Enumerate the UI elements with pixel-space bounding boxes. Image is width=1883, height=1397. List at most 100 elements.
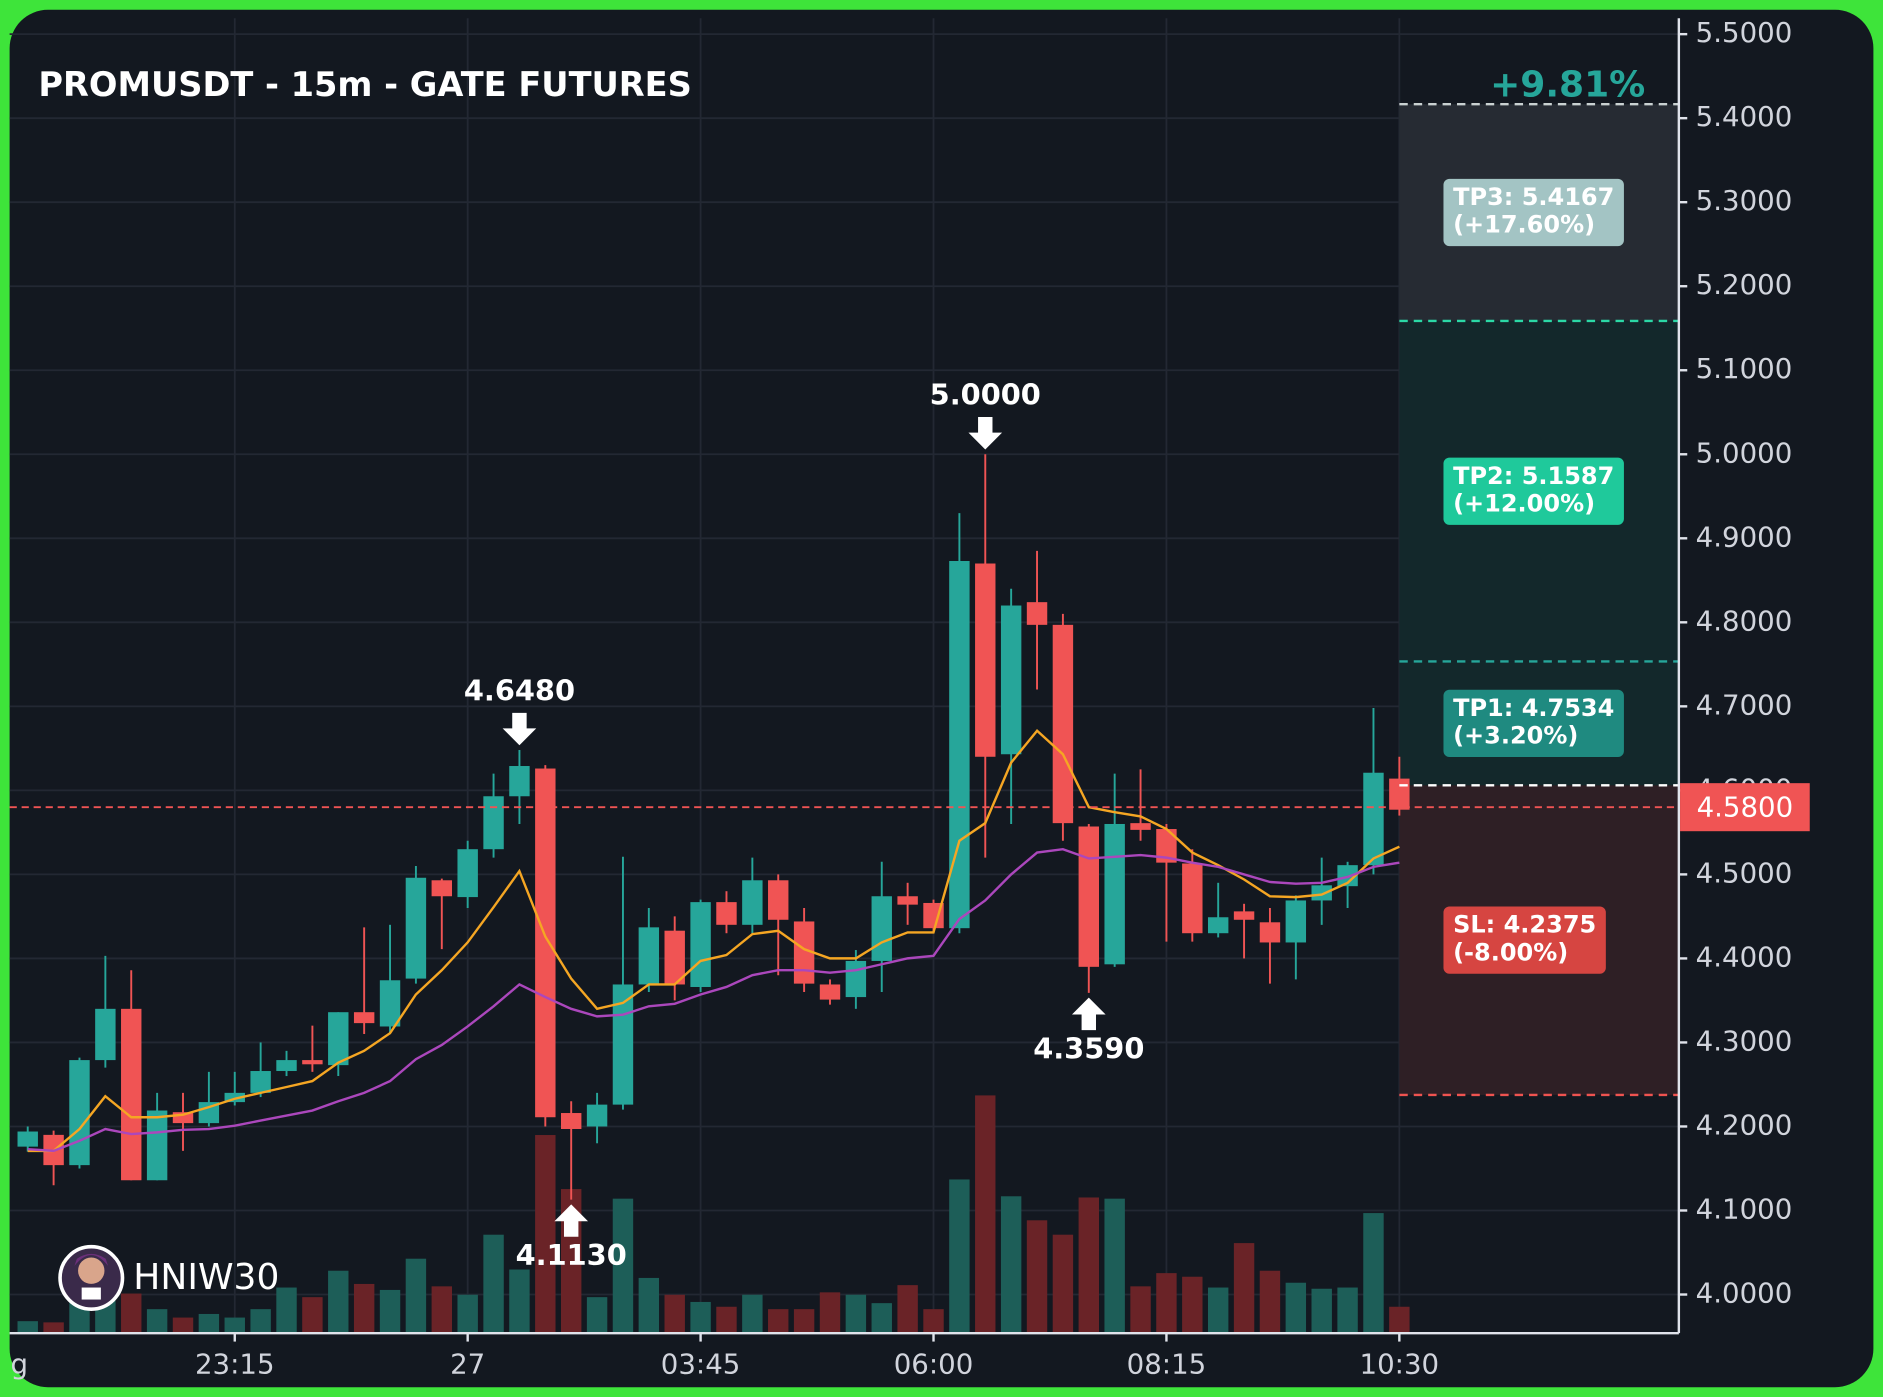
volume-bar xyxy=(146,1309,168,1334)
y-tick-label: 4.0000 xyxy=(1696,1277,1793,1310)
volume-bar xyxy=(302,1297,323,1334)
level-change: (+12.00%) xyxy=(1453,489,1595,517)
volume-bar xyxy=(1000,1196,1022,1334)
watermark: HNIW30 xyxy=(58,1244,279,1311)
volume-bar xyxy=(1052,1234,1074,1334)
candle-body xyxy=(1389,778,1410,810)
volume-bar xyxy=(871,1303,892,1334)
candle-body xyxy=(379,980,401,1027)
y-tick-label: 4.8000 xyxy=(1696,604,1793,637)
volume-bar xyxy=(1078,1197,1099,1334)
x-tick-label: 10:30 xyxy=(1360,1348,1440,1381)
annotation-arrow xyxy=(554,1204,589,1237)
volume-bar xyxy=(975,1095,996,1334)
level-label: SL: 4.2375 xyxy=(1453,911,1596,939)
candle-body xyxy=(172,1112,194,1124)
candle-body xyxy=(716,902,737,925)
candle-body xyxy=(1026,602,1048,625)
y-tick-label: 4.1000 xyxy=(1696,1192,1793,1225)
candle-body xyxy=(690,902,711,987)
volume-bar xyxy=(1207,1287,1229,1334)
volume-bar xyxy=(845,1294,867,1334)
candle-body xyxy=(897,896,918,905)
avatar-hair xyxy=(74,1253,109,1266)
candle-body xyxy=(1130,823,1151,830)
y-tick-label: 5.0000 xyxy=(1696,436,1793,469)
y-tick-label: 5.4000 xyxy=(1696,100,1793,133)
volume-bar xyxy=(793,1309,815,1334)
candle-body xyxy=(431,880,453,897)
volume-bar xyxy=(405,1258,427,1334)
level-box xyxy=(1443,689,1624,758)
annotation-arrow xyxy=(502,712,537,746)
volume-bar xyxy=(1156,1273,1177,1334)
volume-bar xyxy=(664,1294,685,1334)
y-tick-label: 4.4000 xyxy=(1696,940,1793,973)
volume-bar xyxy=(1285,1282,1307,1334)
x-tick-label: 27 xyxy=(450,1348,485,1381)
candle-body xyxy=(302,1060,323,1065)
candle-body xyxy=(535,768,556,1118)
x-tick-label: 08:15 xyxy=(1127,1348,1207,1381)
volume-bar xyxy=(949,1179,970,1334)
candle-body xyxy=(1182,863,1203,934)
chart-title: PROMUSDT - 15m - GATE FUTURES xyxy=(38,65,691,104)
volume-bar xyxy=(172,1317,194,1334)
overlay: TP3: 5.4167(+17.60%) TP2: 5.1587(+12.00%)… xyxy=(9,65,1679,1272)
candle-body xyxy=(95,1008,116,1061)
x-tick-label: g xyxy=(10,1348,28,1381)
volume-bar xyxy=(1311,1288,1332,1334)
level-change: (+3.20%) xyxy=(1453,722,1578,750)
candle-body xyxy=(560,1113,582,1129)
candle-body xyxy=(923,902,944,929)
candle-body xyxy=(845,960,867,998)
candle-body xyxy=(793,921,815,984)
volume-bar xyxy=(328,1270,349,1334)
level-label: TP1: 4.7534 xyxy=(1453,694,1614,722)
candle-body xyxy=(198,1102,220,1124)
volume-bar xyxy=(586,1297,608,1334)
candle-body xyxy=(121,1008,142,1181)
last-price-tag xyxy=(1680,783,1810,832)
watermark-text: HNIW30 xyxy=(133,1257,279,1298)
candle-body xyxy=(975,563,996,757)
candle-body xyxy=(949,560,970,929)
volume-bar xyxy=(198,1313,220,1334)
x-tick-label: 03:45 xyxy=(661,1348,741,1381)
x-tick-label: 23:15 xyxy=(195,1348,275,1381)
volume-bar xyxy=(1130,1286,1151,1334)
candle-body xyxy=(1363,772,1384,866)
candle-body xyxy=(1000,605,1022,755)
candle-body xyxy=(768,880,789,920)
y-tick-label: 5.3000 xyxy=(1696,184,1793,217)
level-change: (-8.00%) xyxy=(1453,938,1568,966)
y-tick-label: 4.7000 xyxy=(1696,688,1793,721)
candle-body xyxy=(224,1092,245,1103)
candle-body xyxy=(742,880,763,925)
annotation-label: 5.0000 xyxy=(930,378,1041,412)
y-tick-label: 4.2000 xyxy=(1696,1108,1793,1141)
level-change: (+17.60%) xyxy=(1453,211,1595,239)
volume-bar xyxy=(1259,1270,1281,1334)
annotation-label: 4.6480 xyxy=(464,673,575,707)
volume-bar xyxy=(431,1286,453,1334)
volume-bar xyxy=(690,1301,711,1334)
candle-body xyxy=(405,877,427,979)
volume-bar xyxy=(742,1294,763,1334)
candle-body xyxy=(146,1110,168,1181)
volume-bar xyxy=(1337,1287,1358,1334)
candle-body xyxy=(819,984,841,1000)
volume-bar xyxy=(612,1198,634,1334)
volume-bar xyxy=(121,1293,142,1334)
level-label: TP3: 5.4167 xyxy=(1453,183,1614,211)
volume-bar xyxy=(457,1294,478,1334)
y-tick-label: 5.5000 xyxy=(1696,16,1793,49)
candle-body xyxy=(586,1104,608,1127)
avatar-body xyxy=(81,1287,101,1300)
volume-bar xyxy=(1389,1306,1410,1334)
level-box xyxy=(1443,178,1624,247)
volume-bar xyxy=(535,1135,556,1334)
candle-body xyxy=(1052,624,1074,824)
moving-average xyxy=(27,728,1400,1153)
